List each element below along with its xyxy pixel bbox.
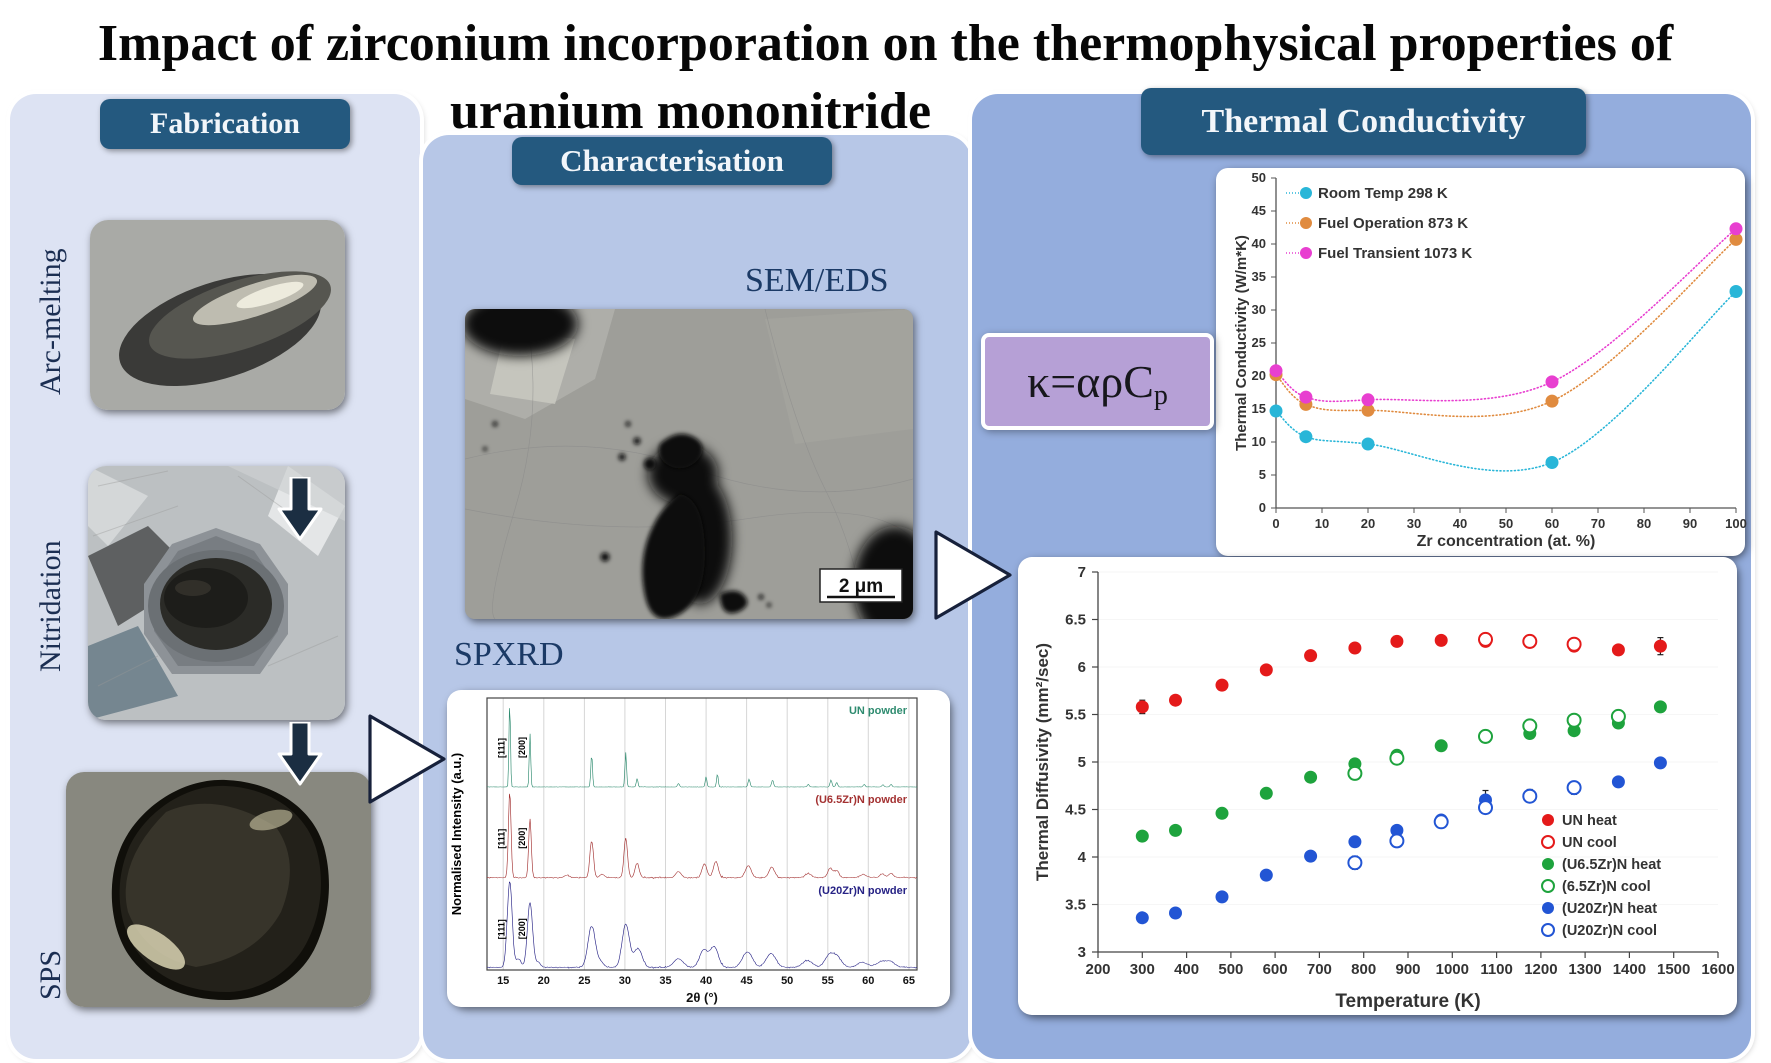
svg-text:400: 400	[1174, 961, 1199, 978]
svg-text:UN cool: UN cool	[1562, 835, 1617, 851]
svg-text:[111]: [111]	[497, 919, 507, 939]
svg-text:1300: 1300	[1568, 961, 1601, 978]
svg-text:300: 300	[1130, 961, 1155, 978]
svg-text:(U6.5Zr)N heat: (U6.5Zr)N heat	[1562, 857, 1661, 873]
svg-text:15: 15	[497, 975, 509, 987]
svg-text:5: 5	[1259, 467, 1266, 482]
svg-text:3.5: 3.5	[1065, 897, 1086, 914]
svg-text:1000: 1000	[1436, 961, 1469, 978]
svg-text:80: 80	[1637, 516, 1651, 531]
svg-text:Normalised Intensity (a.u.): Normalised Intensity (a.u.)	[449, 753, 464, 916]
svg-text:100: 100	[1725, 516, 1747, 531]
svg-text:UN heat: UN heat	[1562, 813, 1617, 829]
svg-text:50: 50	[1252, 170, 1266, 185]
svg-text:Temperature (K): Temperature (K)	[1335, 991, 1480, 1012]
svg-text:25: 25	[1252, 335, 1266, 350]
svg-text:Zr concentration (at. %): Zr concentration (at. %)	[1417, 533, 1596, 550]
svg-text:5.5: 5.5	[1065, 707, 1086, 724]
svg-text:30: 30	[619, 975, 631, 987]
svg-text:900: 900	[1395, 961, 1420, 978]
svg-text:Room Temp 298 K: Room Temp 298 K	[1318, 185, 1448, 202]
svg-text:(6.5Zr)N cool: (6.5Zr)N cool	[1562, 879, 1651, 895]
svg-text:[111]: [111]	[497, 829, 507, 849]
svg-text:1200: 1200	[1524, 961, 1557, 978]
svg-text:800: 800	[1351, 961, 1376, 978]
svg-text:20: 20	[1361, 516, 1375, 531]
svg-text:0: 0	[1272, 516, 1279, 531]
svg-text:4: 4	[1078, 849, 1087, 866]
svg-text:60: 60	[1545, 516, 1559, 531]
svg-text:35: 35	[1252, 269, 1266, 284]
svg-text:(U6.5Zr)N powder: (U6.5Zr)N powder	[815, 794, 907, 806]
svg-text:2θ (°): 2θ (°)	[686, 990, 718, 1005]
svg-text:7: 7	[1078, 564, 1086, 581]
svg-text:UN powder: UN powder	[849, 705, 908, 717]
svg-text:Fuel Transient 1073 K: Fuel Transient 1073 K	[1318, 245, 1472, 262]
svg-text:Fuel Operation 873 K: Fuel Operation 873 K	[1318, 215, 1468, 232]
svg-text:20: 20	[538, 975, 550, 987]
svg-text:45: 45	[740, 975, 752, 987]
svg-text:700: 700	[1307, 961, 1332, 978]
svg-text:[200]: [200]	[517, 737, 527, 758]
svg-text:600: 600	[1263, 961, 1288, 978]
svg-text:[111]: [111]	[497, 738, 507, 758]
svg-text:40: 40	[1252, 236, 1266, 251]
svg-text:200: 200	[1085, 961, 1110, 978]
svg-text:[200]: [200]	[517, 918, 527, 939]
svg-text:15: 15	[1252, 401, 1266, 416]
svg-text:20: 20	[1252, 368, 1266, 383]
svg-text:6: 6	[1078, 659, 1086, 676]
svg-text:(U20Zr)N powder: (U20Zr)N powder	[818, 885, 907, 897]
svg-text:3: 3	[1078, 944, 1086, 961]
svg-text:4.5: 4.5	[1065, 802, 1086, 819]
svg-text:1500: 1500	[1657, 961, 1690, 978]
svg-text:[200]: [200]	[517, 828, 527, 849]
svg-text:1600: 1600	[1701, 961, 1734, 978]
svg-text:50: 50	[781, 975, 793, 987]
svg-text:70: 70	[1591, 516, 1605, 531]
svg-text:Thermal Conductivity (W/m*K): Thermal Conductivity (W/m*K)	[1233, 235, 1250, 451]
svg-text:2 μm: 2 μm	[839, 576, 883, 597]
svg-text:0: 0	[1259, 500, 1266, 515]
svg-text:Thermal Diffusivity (mm²/sec): Thermal Diffusivity (mm²/sec)	[1033, 643, 1052, 881]
svg-text:55: 55	[822, 975, 834, 987]
svg-text:25: 25	[578, 975, 590, 987]
svg-text:1400: 1400	[1613, 961, 1646, 978]
svg-text:6.5: 6.5	[1065, 612, 1086, 629]
svg-text:5: 5	[1078, 754, 1086, 771]
svg-text:30: 30	[1252, 302, 1266, 317]
svg-text:60: 60	[862, 975, 874, 987]
svg-text:1100: 1100	[1480, 961, 1513, 978]
svg-text:50: 50	[1499, 516, 1513, 531]
svg-text:(U20Zr)N heat: (U20Zr)N heat	[1562, 901, 1657, 917]
svg-text:500: 500	[1218, 961, 1243, 978]
svg-text:10: 10	[1315, 516, 1329, 531]
svg-text:40: 40	[700, 975, 712, 987]
svg-text:35: 35	[659, 975, 671, 987]
svg-text:30: 30	[1407, 516, 1421, 531]
svg-text:10: 10	[1252, 434, 1266, 449]
svg-text:90: 90	[1683, 516, 1697, 531]
svg-text:45: 45	[1252, 203, 1266, 218]
svg-text:(U20Zr)N cool: (U20Zr)N cool	[1562, 923, 1657, 939]
svg-text:40: 40	[1453, 516, 1467, 531]
svg-text:65: 65	[903, 975, 915, 987]
